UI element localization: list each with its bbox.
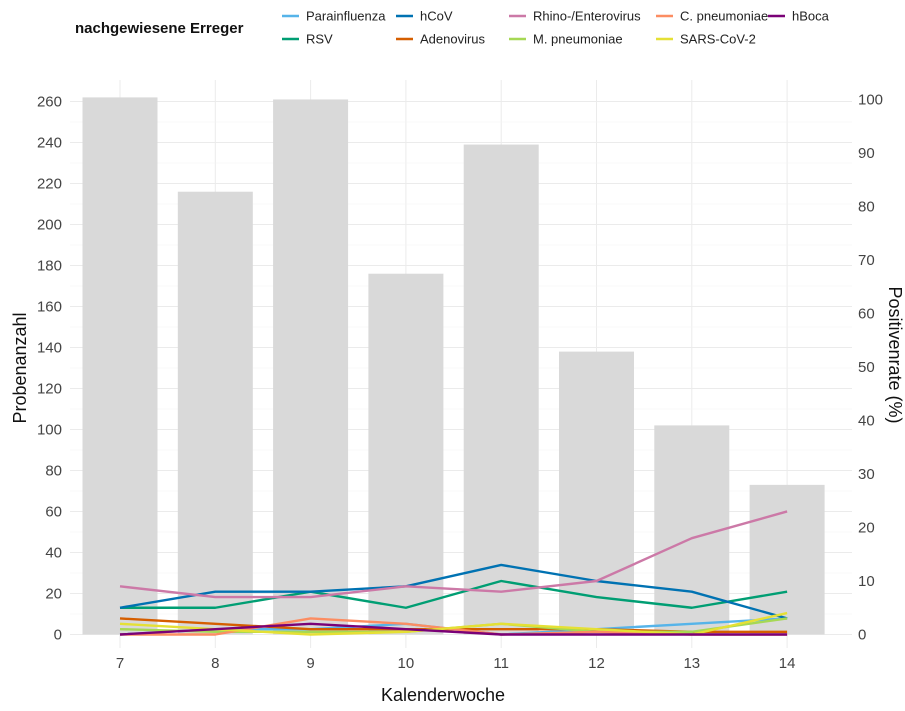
y2-tick-label: 90	[858, 145, 875, 162]
x-tick-label: 8	[211, 655, 219, 672]
bar	[368, 273, 444, 635]
x-tick-label: 12	[588, 655, 605, 672]
x-tick-label: 10	[398, 655, 415, 672]
legend-label: C. pneumoniae	[680, 9, 768, 24]
y2-tick-label: 30	[858, 466, 875, 483]
x-axis-title: Kalenderwoche	[381, 685, 505, 705]
legend-label: Rhino-/Enterovirus	[533, 9, 641, 24]
y2-tick-label: 20	[858, 520, 875, 537]
x-tick-label: 13	[683, 655, 700, 672]
x-axis: 7 8 9 10 11 12 13 14	[116, 655, 796, 672]
y2-tick-label: 40	[858, 413, 875, 430]
y-tick-label: 20	[45, 586, 62, 603]
series-line	[119, 622, 788, 636]
legend-label: M. pneumoniae	[533, 32, 623, 47]
y2-tick-label: 0	[858, 627, 866, 644]
legend: nachgewiesene Erreger Parainfluenza RSV hC…	[75, 9, 830, 47]
y-tick-label: 260	[37, 94, 62, 111]
y2-axis-title: Positivenrate (%)	[885, 286, 905, 423]
legend-label: RSV	[306, 32, 333, 47]
bar	[177, 191, 253, 635]
y-axis-left: 0 20 40 60 80 100 120 140 160 180 200 220 240 260	[37, 94, 62, 644]
y-tick-label: 60	[45, 504, 62, 521]
y-tick-label: 240	[37, 135, 62, 152]
y-tick-label: 200	[37, 217, 62, 234]
series-line	[119, 563, 788, 620]
y-tick-label: 120	[37, 381, 62, 398]
legend-label: Adenovirus	[420, 32, 486, 47]
legend-items: Parainfluenza RSV hCoV Adenovirus Rhino-/Ent…	[282, 9, 830, 47]
bars	[82, 97, 825, 635]
y-tick-label: 160	[37, 299, 62, 316]
legend-label: hBoca	[792, 9, 830, 24]
legend-label: Parainfluenza	[306, 9, 386, 24]
series-lines	[119, 510, 788, 636]
bar	[273, 99, 349, 635]
y2-tick-label: 10	[858, 573, 875, 590]
y-tick-label: 140	[37, 340, 62, 357]
series-line	[119, 510, 788, 599]
legend-title: nachgewiesene Erreger	[75, 20, 244, 37]
x-tick-label: 11	[493, 655, 509, 672]
y-axis-title: Probenanzahl	[10, 312, 30, 423]
y2-tick-label: 70	[858, 252, 875, 269]
legend-label: hCoV	[420, 9, 453, 24]
y-tick-label: 80	[45, 463, 62, 480]
bar	[463, 144, 539, 635]
bar	[559, 351, 634, 635]
series-line	[120, 579, 788, 609]
y-tick-label: 220	[37, 176, 62, 193]
y2-tick-label: 60	[858, 306, 875, 323]
legend-label: SARS-CoV-2	[680, 32, 756, 47]
y2-tick-label: 50	[858, 359, 875, 376]
x-tick-label: 9	[306, 655, 314, 672]
y2-tick-label: 100	[858, 92, 883, 109]
bar	[749, 484, 825, 635]
x-tick-label: 14	[779, 655, 796, 672]
y-tick-label: 40	[45, 545, 62, 562]
y2-tick-label: 80	[858, 199, 875, 216]
y-tick-label: 100	[37, 422, 62, 439]
y-tick-label: 0	[54, 627, 62, 644]
x-tick-label: 7	[116, 655, 124, 672]
y-tick-label: 180	[37, 258, 62, 275]
y-axis-right: 0 10 20 30 40 50 60 70 80 90 100	[858, 92, 883, 644]
bar	[82, 97, 158, 635]
